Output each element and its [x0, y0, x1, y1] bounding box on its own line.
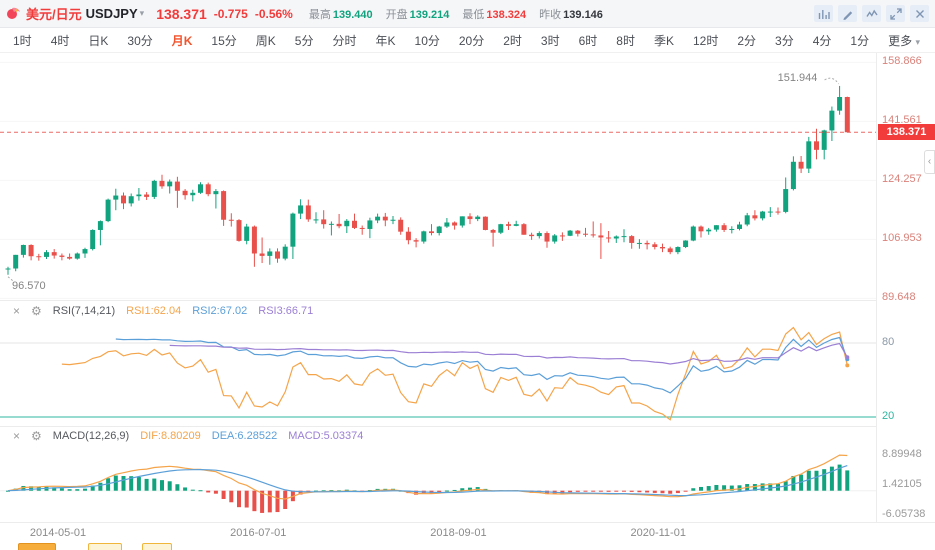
timeframe-年K[interactable]: 年K	[375, 33, 396, 48]
timeframe-2时[interactable]: 2时	[503, 33, 522, 48]
last-price: 138.371	[156, 5, 207, 22]
axis-separator	[0, 522, 935, 523]
stat-open: 开盘 139.214	[386, 6, 450, 22]
macd-settings-icon[interactable]: ⚙	[31, 429, 42, 443]
timeframe-15分[interactable]: 15分	[211, 33, 237, 48]
macd-tick-label: -6.05738	[882, 508, 926, 520]
price-tick-label: 106.953	[882, 232, 922, 245]
bottom-button-stub[interactable]	[142, 543, 172, 550]
timeframe-4分[interactable]: 4分	[812, 33, 832, 48]
compare-chart-icon[interactable]	[814, 5, 833, 22]
bottom-button-stub[interactable]	[18, 543, 56, 550]
timeframe-周K[interactable]: 周K	[255, 33, 276, 48]
bottom-button-stub[interactable]	[88, 543, 122, 550]
macd-legend-0: DIF:8.80209	[140, 430, 201, 442]
symbol-dropdown-caret-icon[interactable]: ▾	[139, 8, 145, 18]
ohlc-stats: 最高 139.440 开盘 139.214 最低 138.324 昨收 139.146	[309, 6, 603, 22]
edit-pencil-icon[interactable]	[838, 5, 857, 22]
stat-prev_close-label: 昨收	[539, 8, 562, 21]
timeframe-bar: 1时 4时 日K 30分 月K 15分 周K 5分 分时 年K 10分 20分 2时 3时 6时 8时 季K 12…	[0, 28, 935, 53]
rsi-upper-level-label: 80	[882, 336, 895, 348]
price-tick-label: 141.561	[882, 114, 922, 127]
stat-low-value: 138.324	[486, 8, 527, 21]
timeframe-6时[interactable]: 6时	[578, 33, 598, 48]
rsi-lower-level-label: 20	[882, 409, 895, 422]
stat-low: 最低 138.324	[462, 6, 526, 22]
app-logo-icon	[6, 6, 21, 21]
rsi-legend-1: RSI2:67.02	[192, 305, 248, 317]
macd-legend-2: MACD:5.03374	[288, 430, 364, 442]
rsi-legend-2: RSI3:66.71	[258, 305, 314, 317]
stat-open-value: 139.214	[409, 8, 450, 21]
timeframe-2分[interactable]: 2分	[737, 33, 757, 48]
fullscreen-expand-icon[interactable]	[886, 5, 905, 22]
time-axis: 2014-05-01 2016-07-01 2018-09-01 2020-11-01	[0, 524, 935, 542]
rsi-close-icon[interactable]: ×	[13, 304, 21, 318]
stat-high-label: 最高	[308, 8, 331, 21]
price-tick-label: 89.648	[882, 291, 916, 304]
rsi-chart[interactable]	[0, 300, 876, 425]
header: 美元/日元 USDJPY ▾ 138.371 -0.775 -0.56% 最高 1…	[0, 0, 935, 28]
macd-header: × ⚙ MACD(12,26,9) DIF:8.80209 DEA:6.28522…	[0, 428, 870, 444]
price-change: -0.775	[213, 6, 248, 21]
collapse-axis-button[interactable]: ‹	[924, 150, 935, 174]
macd-legend-1: DEA:6.28522	[211, 430, 278, 442]
stat-open-label: 开盘	[385, 8, 408, 21]
stat-high: 最高 139.440	[309, 6, 373, 22]
macd-close-icon[interactable]: ×	[13, 429, 21, 443]
header-toolbar	[814, 5, 929, 22]
macd-tick-label: 8.89948	[882, 447, 922, 460]
price-tick-label: 158.866	[882, 55, 922, 68]
timeframe-日K[interactable]: 日K	[88, 33, 109, 48]
timeframe-季K[interactable]: 季K	[653, 33, 674, 48]
stat-high-value: 139.440	[332, 8, 373, 21]
chevron-down-icon: ▾	[915, 36, 920, 47]
candlestick-chart[interactable]	[0, 52, 876, 302]
timeframe-月K[interactable]: 月K	[171, 33, 193, 48]
symbol-code[interactable]: USDJPY	[85, 6, 138, 21]
rsi-legend-0: RSI1:62.04	[126, 305, 182, 317]
timeframe-12时[interactable]: 12时	[693, 33, 719, 48]
high-annotation: 151.944	[777, 71, 818, 84]
price-axis: 158.866 141.561 124.257 106.953 89.648 80 20 8.…	[876, 52, 935, 522]
time-tick-label: 2014-05-01	[29, 527, 87, 539]
macd-tick-label: 1.42105	[882, 477, 922, 490]
current-price-tag: 138.371	[878, 124, 935, 141]
timeframe-30分[interactable]: 30分	[127, 33, 153, 48]
low-annotation: 96.570	[12, 279, 46, 292]
macd-chart[interactable]	[0, 445, 876, 521]
indicator-signal-icon[interactable]	[862, 5, 881, 22]
pane-separator	[0, 426, 935, 427]
rsi-header: × ⚙ RSI(7,14,21) RSI1:62.04 RSI2:67.02 RSI…	[0, 303, 870, 319]
stat-low-label: 最低	[462, 8, 485, 21]
stat-prev_close: 昨收 139.146	[539, 6, 603, 22]
time-tick-label: 2020-11-01	[630, 527, 686, 539]
timeframe-1分[interactable]: 1分	[850, 33, 870, 48]
timeframe-8时[interactable]: 8时	[616, 33, 635, 48]
timeframe-4时[interactable]: 4时	[50, 33, 70, 48]
timeframe-10分[interactable]: 10分	[414, 33, 440, 48]
rsi-settings-icon[interactable]: ⚙	[31, 304, 42, 318]
price-change-pct: -0.56%	[254, 6, 293, 21]
close-icon[interactable]	[910, 5, 929, 22]
macd-param-label: MACD(12,26,9)	[52, 430, 130, 442]
timeframe-5分[interactable]: 5分	[294, 33, 314, 48]
timeframe-1时[interactable]: 1时	[13, 33, 32, 48]
time-tick-label: 2018-09-01	[430, 527, 487, 539]
timeframe-more[interactable]: 更多 ▾	[888, 33, 920, 48]
symbol-name[interactable]: 美元/日元	[26, 7, 82, 22]
timeframe-20分[interactable]: 20分	[458, 33, 485, 48]
stat-prev_close-value: 139.146	[563, 8, 603, 21]
rsi-param-label: RSI(7,14,21)	[52, 305, 116, 317]
timeframe-3时[interactable]: 3时	[540, 33, 560, 48]
timeframe-3分[interactable]: 3分	[775, 33, 794, 48]
timeframe-分时[interactable]: 分时	[332, 33, 357, 48]
pane-separator	[0, 300, 935, 301]
price-tick-label: 124.257	[882, 173, 922, 186]
time-tick-label: 2016-07-01	[230, 527, 287, 539]
